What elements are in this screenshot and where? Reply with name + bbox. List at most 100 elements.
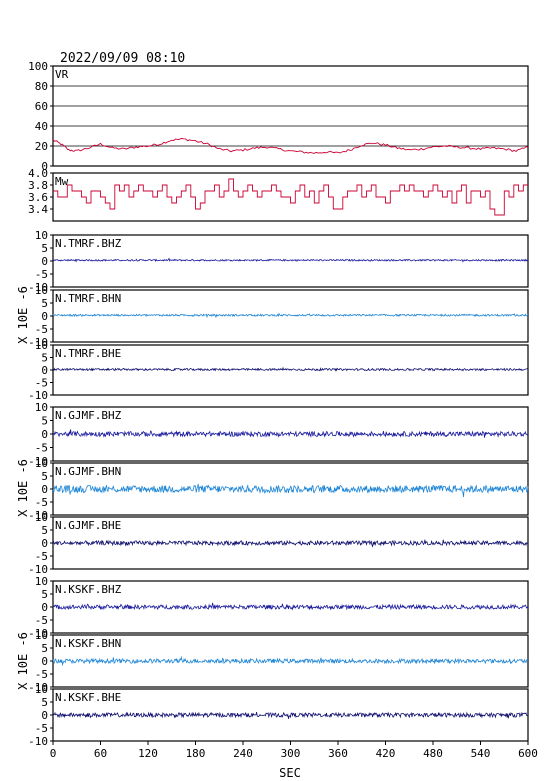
y-tick-label: 80 — [35, 80, 48, 93]
series-line-n-kskf-bhn — [52, 655, 529, 667]
y-tick-label: -5 — [35, 614, 48, 627]
y-group-label: X 10E -6 — [16, 632, 30, 690]
y-tick-label: 5 — [41, 415, 48, 428]
y-tick-label: 5 — [41, 242, 48, 255]
series-line-n-tmrf-bhz — [52, 257, 529, 263]
y-tick-label: -5 — [35, 496, 48, 509]
panel-mw: 4.03.83.63.4 Mw — [28, 167, 529, 222]
y-tick-label: 10 — [35, 683, 48, 696]
series-line-n-gjmf-bhn — [52, 483, 529, 498]
y-tick-label: 0 — [41, 160, 48, 173]
y-tick-label: 100 — [28, 60, 48, 73]
y-tick-label: 0 — [41, 428, 48, 441]
y-tick-label: 40 — [35, 120, 48, 133]
y-tick-label: -10 — [28, 627, 48, 640]
x-tick-label: 0 — [50, 747, 57, 760]
y-tick-label: 5 — [41, 470, 48, 483]
y-tick-label: 0 — [41, 655, 48, 668]
panel-frame — [52, 234, 529, 288]
y-tick-label: -10 — [28, 455, 48, 468]
y-tick-label: -10 — [28, 281, 48, 294]
y-tick-label: 60 — [35, 100, 48, 113]
y-tick-label: -10 — [28, 735, 48, 748]
y-tick-label: 10 — [35, 629, 48, 642]
y-tick-label: 5 — [41, 642, 48, 655]
y-tick-label: 0 — [41, 709, 48, 722]
y-tick-label: -5 — [35, 377, 48, 390]
y-tick-label: 20 — [35, 140, 48, 153]
panel-label: N.TMRF.BHN — [55, 292, 121, 305]
x-axis-label: SEC — [279, 766, 301, 780]
panel-label: N.GJMF.BHN — [55, 465, 121, 478]
y-group-label: X 10E -6 — [16, 286, 30, 344]
y-group-labels: X 10E -6 X 10E -6 X 10E -6 — [16, 286, 30, 690]
series-line-mw — [53, 178, 528, 216]
y-tick-label: 10 — [35, 457, 48, 470]
series-line-vr — [52, 137, 529, 154]
x-axis: 0 60 120 180 240 300 360 420 480 540 600 — [50, 741, 538, 760]
x-tick-label: 360 — [328, 747, 348, 760]
y-tick-label: 5 — [41, 352, 48, 365]
x-tick-label: 300 — [281, 747, 301, 760]
x-tick-label: 600 — [518, 747, 538, 760]
y-tick-label: 5 — [41, 297, 48, 310]
y-tick-label: 5 — [41, 588, 48, 601]
y-tick-label: 0 — [41, 255, 48, 268]
y-group-label: X 10E -6 — [16, 459, 30, 517]
y-tick-label: 10 — [35, 339, 48, 352]
x-tick-label: 480 — [423, 747, 443, 760]
panel-label: N.TMRF.BHE — [55, 347, 121, 360]
series-line-n-kskf-bhz — [52, 602, 529, 611]
x-tick-label: 60 — [94, 747, 107, 760]
panel-vr: 100 80 60 40 20 0 VR — [28, 60, 529, 173]
y-tick-label: 0 — [41, 601, 48, 614]
panel-label: N.KSKF.BHE — [55, 691, 121, 704]
y-tick-label: 3.4 — [28, 203, 48, 216]
y-tick-label: 3.8 — [28, 179, 48, 192]
y-tick-label: -5 — [35, 668, 48, 681]
y-tick-label: -10 — [28, 389, 48, 402]
x-tick-label: 240 — [233, 747, 253, 760]
y-tick-label: 5 — [41, 696, 48, 709]
panel-frame — [52, 65, 529, 167]
y-tick-label: -5 — [35, 722, 48, 735]
y-tick-label: 10 — [35, 284, 48, 297]
y-tick-label: -10 — [28, 563, 48, 576]
y-tick-label: -10 — [28, 336, 48, 349]
panel-label: N.TMRF.BHZ — [55, 237, 122, 250]
y-tick-label: 0 — [41, 310, 48, 323]
panel-label: VR — [55, 68, 69, 81]
y-tick-label: -5 — [35, 550, 48, 563]
y-tick-label: 0 — [41, 364, 48, 377]
x-tick-label: 180 — [186, 747, 206, 760]
x-tick-label: 540 — [471, 747, 491, 760]
y-tick-label: -5 — [35, 442, 48, 455]
header-datetime: 2022/09/09 08:10 — [60, 51, 185, 66]
y-tick-label: -10 — [28, 509, 48, 522]
series-line-n-tmrf-bhn — [52, 312, 529, 319]
y-tick-label: -5 — [35, 268, 48, 281]
panel-n-tmrf-bhz: 10 50-5-10 N.TMRF.BHZ — [28, 229, 529, 294]
series-line-n-kskf-bhe — [52, 711, 529, 719]
panels-group: 100806040200VR4.03.83.63.4Mw1050-5-10N.T… — [28, 60, 529, 748]
series-line-n-tmrf-bhe — [52, 366, 529, 372]
y-tick-label: 3.6 — [28, 191, 48, 204]
y-tick-label: 10 — [35, 511, 48, 524]
x-tick-label: 420 — [376, 747, 396, 760]
panel-label: N.GJMF.BHZ — [55, 409, 122, 422]
y-tick-label: -5 — [35, 323, 48, 336]
y-tick-label: 4.0 — [28, 167, 48, 180]
panel-label: N.GJMF.BHE — [55, 519, 121, 532]
y-tick-label: 0 — [41, 537, 48, 550]
panel-label: N.KSKF.BHZ — [55, 583, 122, 596]
y-tick-label: 10 — [35, 575, 48, 588]
y-tick-label: 0 — [41, 483, 48, 496]
series-line-n-gjmf-bhe — [52, 539, 529, 548]
